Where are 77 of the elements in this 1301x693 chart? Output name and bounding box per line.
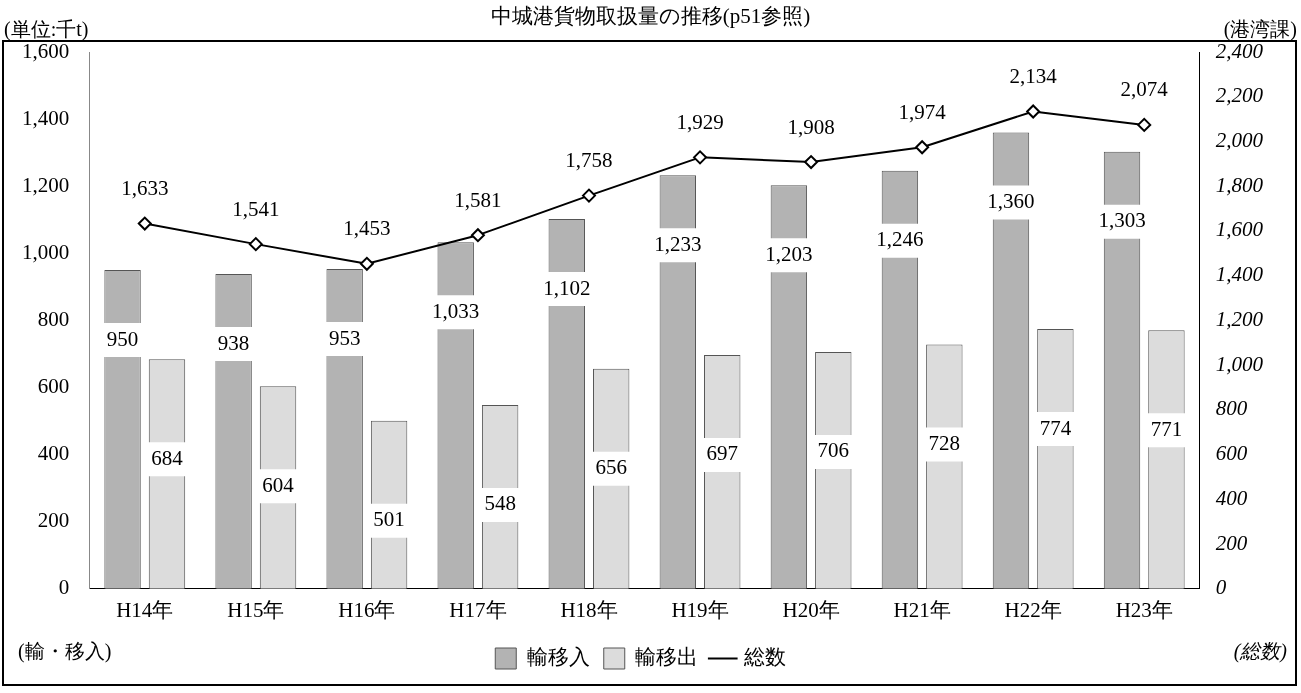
data-label: 1,633 <box>121 176 169 201</box>
x-tick-label: H21年 <box>893 597 951 622</box>
data-label: 1,203 <box>765 241 813 266</box>
data-label: 728 <box>928 431 961 456</box>
data-label: 2,134 <box>1009 64 1058 89</box>
y2-tick-label: 200 <box>1215 530 1248 555</box>
data-label: 548 <box>484 491 516 516</box>
y-tick-label: 400 <box>37 441 70 466</box>
y2-tick-label: 1,000 <box>1215 351 1264 376</box>
point <box>359 256 374 271</box>
x-tick-label: H18年 <box>560 597 618 622</box>
y-tick-label: 0 <box>58 575 70 600</box>
y-tick-label: 1,000 <box>22 239 70 264</box>
point <box>248 237 263 252</box>
text: (港湾課) <box>1223 17 1297 42</box>
point <box>470 228 485 243</box>
y2-tick-label: 1,400 <box>1215 262 1264 287</box>
legend-label: 総数 <box>742 644 786 669</box>
data-label: 1,541 <box>232 196 280 221</box>
data-label: 938 <box>217 330 250 355</box>
y-tick-label: 1,200 <box>22 172 70 197</box>
x-tick-label: H16年 <box>338 597 396 622</box>
data-label: 1,102 <box>543 275 591 300</box>
chart-title: 中城港貨物取扱量の推移(p51参照) <box>490 4 811 28</box>
x-tick-label: H15年 <box>227 597 285 622</box>
point <box>915 140 930 155</box>
data-label: 2,074 <box>1120 77 1169 102</box>
data-label: 774 <box>1039 415 1072 440</box>
point <box>137 216 152 231</box>
data-label: 950 <box>106 326 139 351</box>
data-label: 1,303 <box>1098 208 1146 233</box>
data-label: 1,974 <box>898 99 947 124</box>
y-tick-label: 200 <box>37 508 70 533</box>
data-label: 697 <box>706 441 738 466</box>
legend-label: 輸移出 <box>635 644 699 669</box>
data-label: 1,929 <box>676 109 724 134</box>
data-label: 1,453 <box>343 216 391 241</box>
data-label: 1,033 <box>432 298 480 323</box>
data-label: 771 <box>1150 416 1183 441</box>
y2-tick-label: 400 <box>1215 485 1248 510</box>
y2-tick-label: 0 <box>1215 575 1227 600</box>
y-tick-label: 600 <box>37 374 70 399</box>
data-label: 1,233 <box>654 231 702 256</box>
y2-tick-label: 1,200 <box>1215 306 1264 331</box>
y2-tick-label: 1,600 <box>1215 217 1264 242</box>
y-tick-label: 1,400 <box>22 105 70 130</box>
data-label: 1,758 <box>565 148 613 173</box>
x-tick-label: H22年 <box>1004 597 1062 622</box>
y2-tick-label: 800 <box>1215 396 1248 421</box>
x-tick-label: H20年 <box>782 597 840 622</box>
point <box>1137 117 1152 132</box>
x-tick-label: H19年 <box>671 597 729 622</box>
data-label: 501 <box>373 507 405 532</box>
y2-tick-label: 2,200 <box>1215 83 1264 108</box>
data-label: 1,581 <box>454 187 502 212</box>
y2-tick-label: 600 <box>1215 441 1248 466</box>
data-label: 1,246 <box>876 227 924 252</box>
data-label: 604 <box>262 472 295 497</box>
legend-label: 輸移入 <box>526 644 590 669</box>
y-tick-label: 800 <box>37 306 70 331</box>
y2-tick-label: 1,800 <box>1215 172 1264 197</box>
y-axis-title: (輸・移入) <box>18 639 112 665</box>
data-label: 684 <box>151 445 184 470</box>
y2-tick-label: 2,000 <box>1215 127 1264 152</box>
point <box>693 150 708 165</box>
point <box>1026 104 1041 119</box>
x-tick-label: H23年 <box>1115 597 1173 622</box>
data-label: 706 <box>817 438 850 463</box>
y2-axis-title: (総数) <box>1233 639 1287 665</box>
data-label: 1,908 <box>787 114 835 139</box>
data-label: 1,360 <box>987 189 1035 214</box>
point <box>804 155 819 170</box>
point <box>581 188 596 203</box>
x-tick-label: H17年 <box>449 597 507 622</box>
data-label: 953 <box>328 325 361 350</box>
data-label: 656 <box>595 455 627 480</box>
x-tick-label: H14年 <box>116 597 174 622</box>
